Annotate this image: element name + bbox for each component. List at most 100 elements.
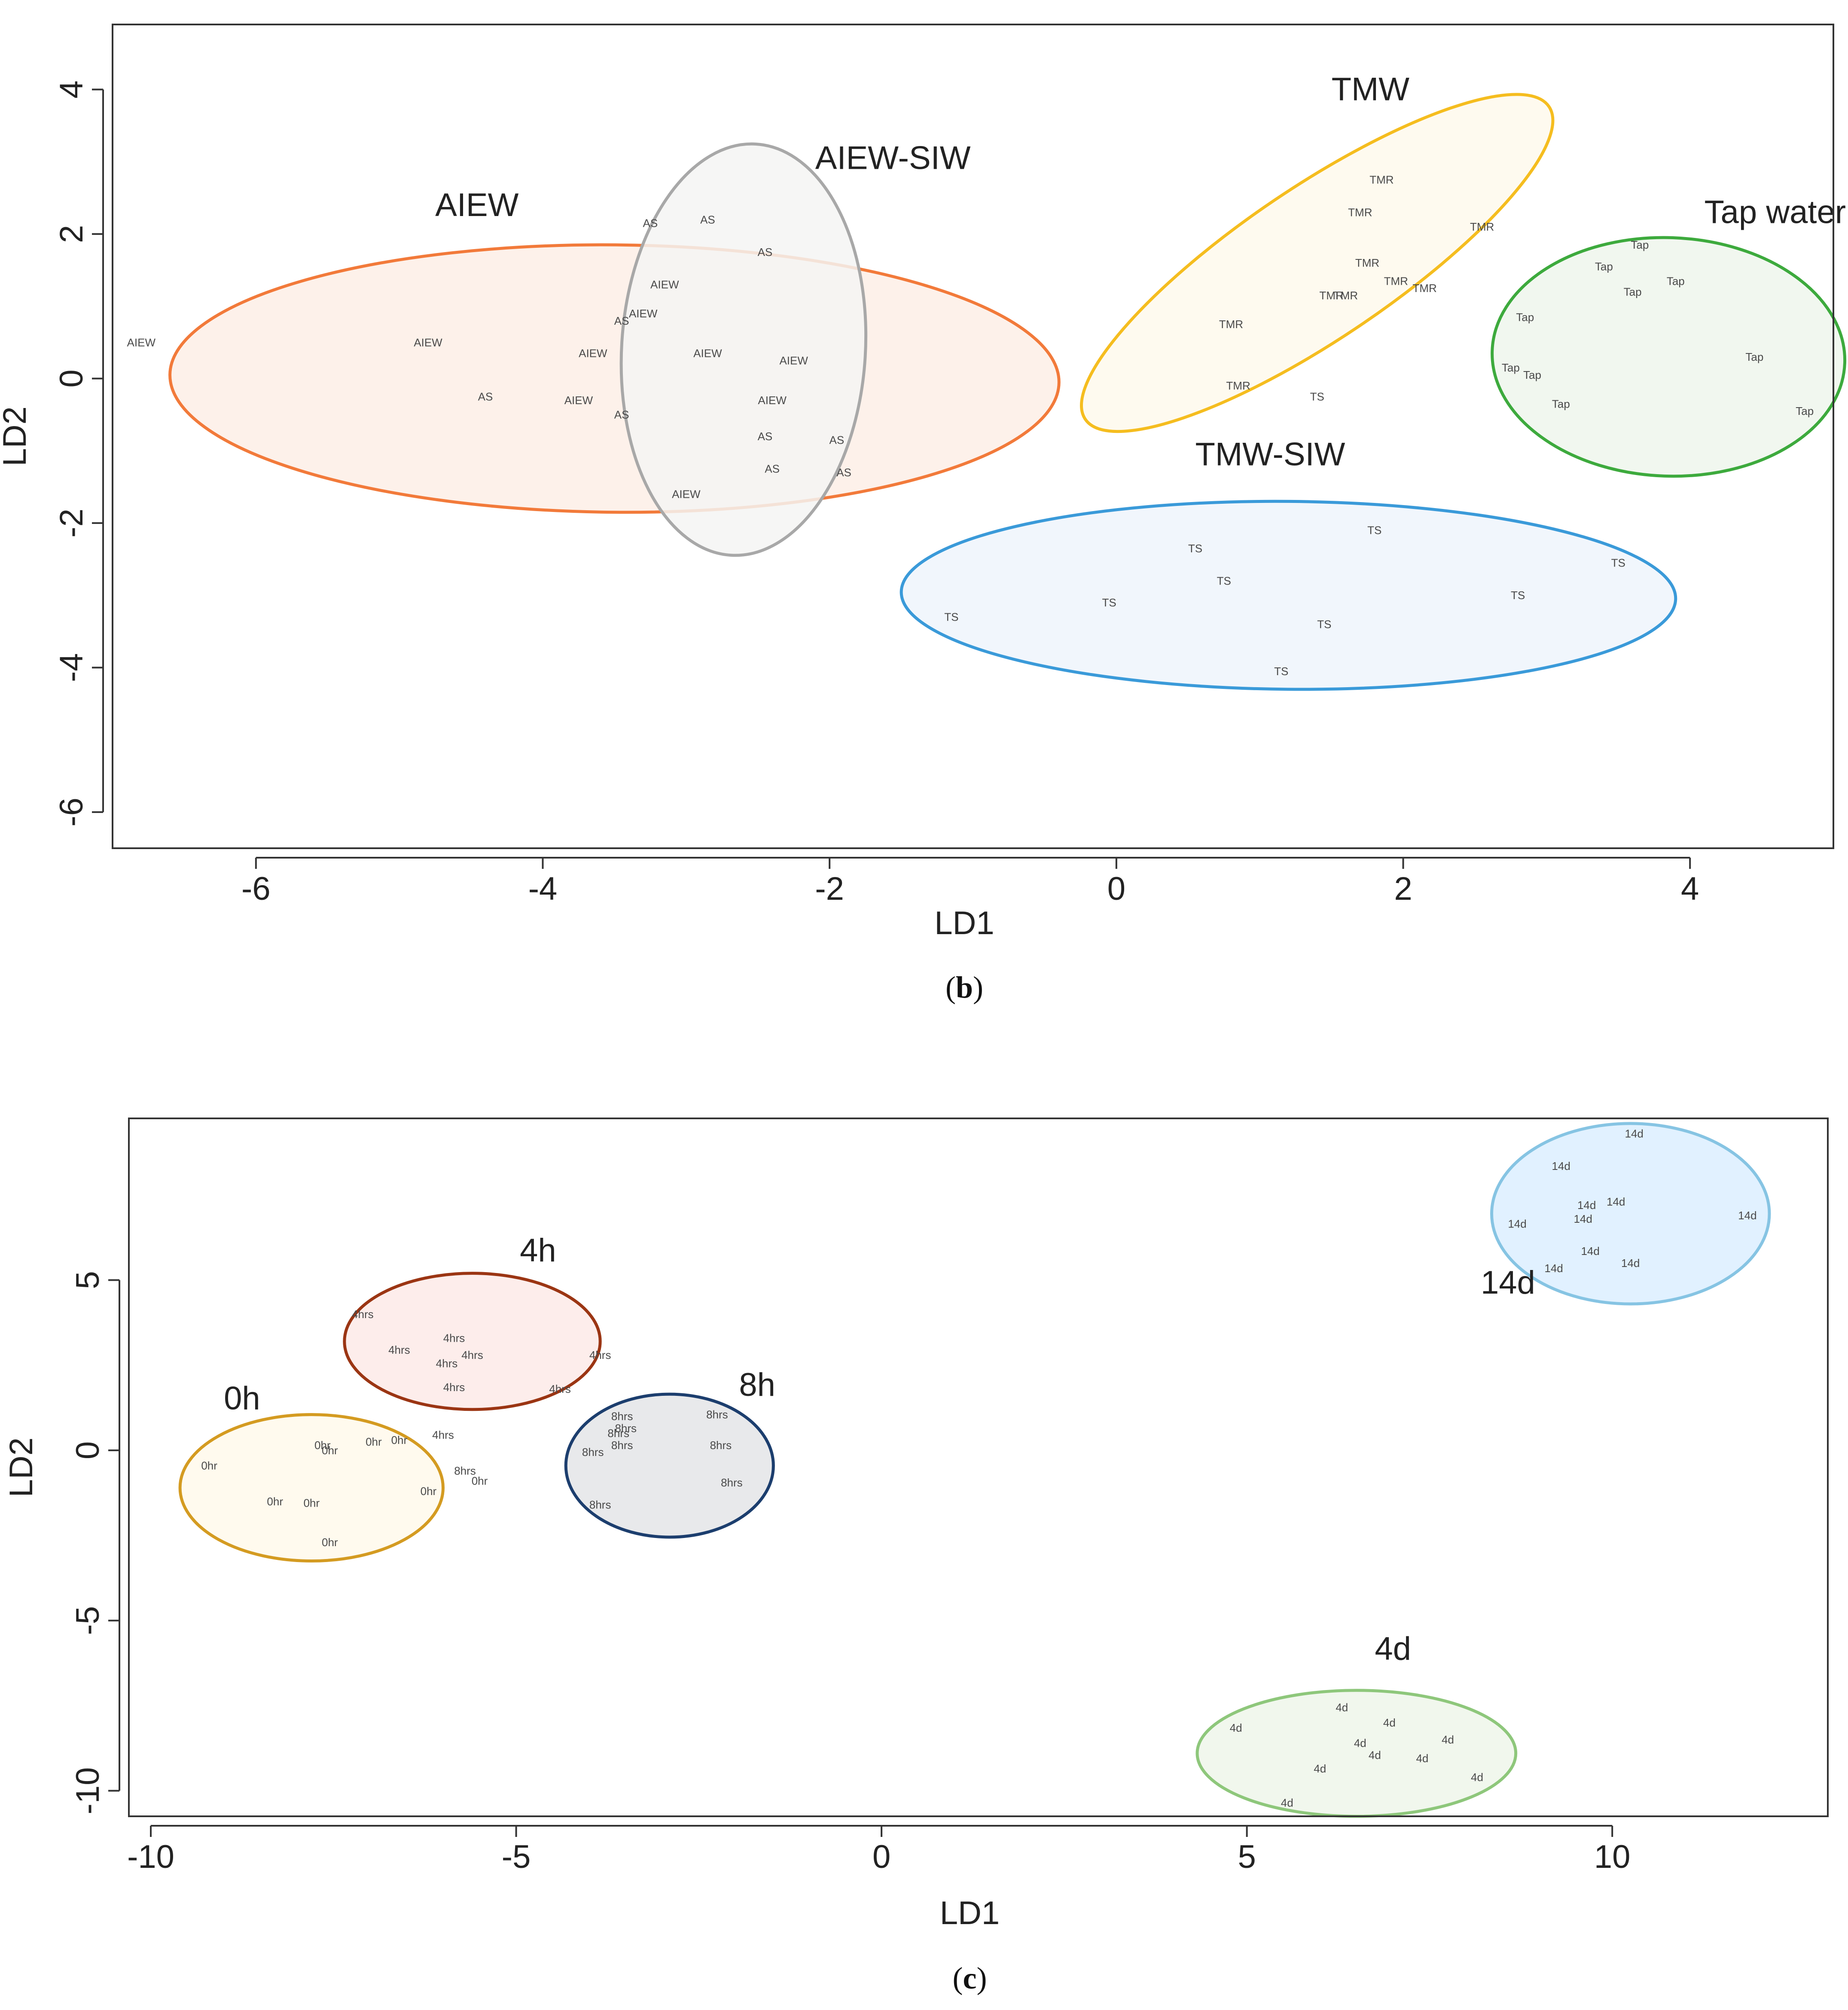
panel-b-point-label: TMR (1219, 318, 1243, 331)
panel-b-point-label: TMR (1369, 174, 1394, 186)
panel-b-plot-frame (112, 24, 1834, 849)
panel-c-ellipse-8h (564, 1392, 775, 1539)
panel-b-point-label: Tap (1796, 405, 1814, 417)
panel-c-point-label: 4hrs (549, 1383, 571, 1395)
panel-c-y-tick-label: 5 (70, 1271, 106, 1289)
panel-c-point-label: 0hr (391, 1434, 408, 1447)
panel-b-point-label: TS (1611, 556, 1625, 569)
panel-b-x-axis-title: LD1 (934, 905, 994, 941)
panel-c-point-label: 14d (1581, 1245, 1599, 1258)
panel-c-point-label: 14d (1625, 1127, 1644, 1140)
panel-b-group-label: TMW-SIW (1195, 436, 1345, 472)
panel-b-x-axis: -6 -4 -2 0 2 4 (241, 857, 1699, 907)
panel-c-point-label: 4d (1354, 1737, 1366, 1750)
panel-c-point-label: 0hr (201, 1459, 217, 1472)
panel-b-ellipse-aiew-siw (619, 142, 868, 557)
panel-c-caption: (c) (953, 1961, 987, 1995)
panel-b-point-label: TMR (1226, 379, 1250, 392)
panel-b-point-label: AIEW (414, 336, 442, 349)
panel-c-point-label: 0hr (303, 1497, 320, 1510)
panel-c-x-tick-label: 5 (1238, 1839, 1256, 1875)
panel-b-x-tick-label: -6 (241, 871, 271, 907)
panel-c-ellipse-14d (1490, 1122, 1771, 1306)
panel-b-point-label: Tap (1667, 274, 1685, 287)
panel-b-point-label: AIEW (579, 347, 607, 360)
panel-b-ellipse-tmw-siw (900, 499, 1677, 691)
panel-b-x-tick-label: -2 (815, 871, 844, 907)
panel-c-plot-frame (128, 1118, 1829, 1817)
panel-c-point-label: 0hr (322, 1444, 338, 1457)
panel-b-point-label: TS (1367, 524, 1381, 537)
panel-c-ellipses (178, 1122, 1771, 1818)
panel-c-ellipse-4d (1195, 1689, 1518, 1818)
panel-b-group-labels: AIEW AIEW-SIW TMW Tap water TMW-SIW (435, 71, 1846, 473)
panel-c-point-label: 0hr (366, 1435, 382, 1448)
panel-c-group-label: 14d (1481, 1264, 1535, 1301)
panel-c-group-label: 4d (1375, 1630, 1411, 1667)
panel-b-point-label: AS (765, 463, 780, 475)
panel-c-point-label: 4hrs (352, 1308, 374, 1321)
panel-c-ellipse-4h (343, 1272, 602, 1411)
panel-c-point-label: 8hrs (611, 1410, 633, 1423)
panel-c-point-label: 4d (1314, 1762, 1326, 1775)
panel-b-point-label: Tap (1516, 311, 1534, 323)
panel-c-point-label: 0hr (472, 1474, 488, 1487)
panel-b-point-label: Tap (1631, 238, 1649, 251)
panel-c-point-label: 0hr (314, 1439, 331, 1452)
panel-c-point-label: 8hrs (589, 1498, 611, 1511)
panel-b-point-label: TMR (1319, 289, 1343, 302)
panel-b-x-tick-label: 2 (1394, 871, 1412, 907)
panel-b-point-label: Tap (1624, 286, 1642, 298)
panel-b-ellipse-tap-water (1491, 236, 1847, 478)
panel-b-y-tick-label: 2 (53, 225, 90, 243)
panel-b-group-label: AIEW (435, 187, 518, 223)
panel-c-point-label: 0hr (267, 1495, 283, 1508)
panel-c-point-label: 4hrs (443, 1381, 465, 1394)
panel-b-caption: (b) (945, 970, 983, 1005)
panel-c-point-label: 8hrs (607, 1427, 629, 1440)
panel-b-group-label: Tap water (1705, 194, 1846, 231)
panel-c-point-label: 4d (1442, 1733, 1454, 1746)
panel-b-y-tick-label: -2 (53, 509, 90, 538)
panel-c-y-axis: -10 -5 0 5 (70, 1271, 120, 1814)
panel-b-point-label: TS (1188, 542, 1202, 555)
panel-c-point-label: 4d (1471, 1771, 1483, 1784)
panel-c-point-label: 14d (1574, 1212, 1592, 1225)
panel-c-point-label: 4d (1369, 1748, 1381, 1761)
panel-b-point-label: AS (836, 466, 851, 479)
panel-b-point-label: TMR (1412, 282, 1436, 295)
panel-b-point-label: Tap (1595, 260, 1613, 273)
panel-c-x-axis-title: LD1 (940, 1895, 1000, 1931)
panel-c-point-label: 8hrs (710, 1439, 732, 1452)
panel-c-point-label: 14d (1508, 1218, 1526, 1230)
panel-c-y-tick-label: -5 (70, 1606, 106, 1635)
panel-b-point-label: TS (1274, 665, 1288, 678)
panel-c-x-tick-label: -10 (127, 1839, 174, 1875)
panel-b-y-axis: -6 -4 -2 0 2 4 (53, 80, 104, 827)
panel-b-point-label: TMR (1334, 289, 1358, 302)
panel-c-group-label: 4h (520, 1232, 556, 1269)
panel-c-point-label: 8hrs (721, 1476, 743, 1489)
panel-c-x-tick-label: -5 (502, 1839, 531, 1875)
panel-c-point-label: 14d (1738, 1209, 1757, 1222)
panel-c-x-tick-label: 0 (872, 1839, 890, 1875)
panel-b-point-label: AIEW (564, 394, 593, 407)
panel-b-point-label: TS (1317, 618, 1331, 630)
panel-c-point-label: 8hrs (706, 1408, 728, 1421)
panel-c-group-label: 0h (224, 1380, 260, 1417)
panel-b-ellipses (168, 93, 1847, 691)
panel-b-point-label: TMR (1384, 274, 1408, 287)
panel-c-x-tick-label: 10 (1594, 1839, 1631, 1875)
panel-b-point-label: AIEW (650, 278, 679, 291)
panel-b-group-label: TMW (1332, 71, 1410, 108)
panel-c-point-label: 14d (1621, 1257, 1640, 1270)
panel-c-point-label: 14d (1544, 1262, 1563, 1275)
panel-c-point-label: 8hrs (454, 1464, 476, 1477)
